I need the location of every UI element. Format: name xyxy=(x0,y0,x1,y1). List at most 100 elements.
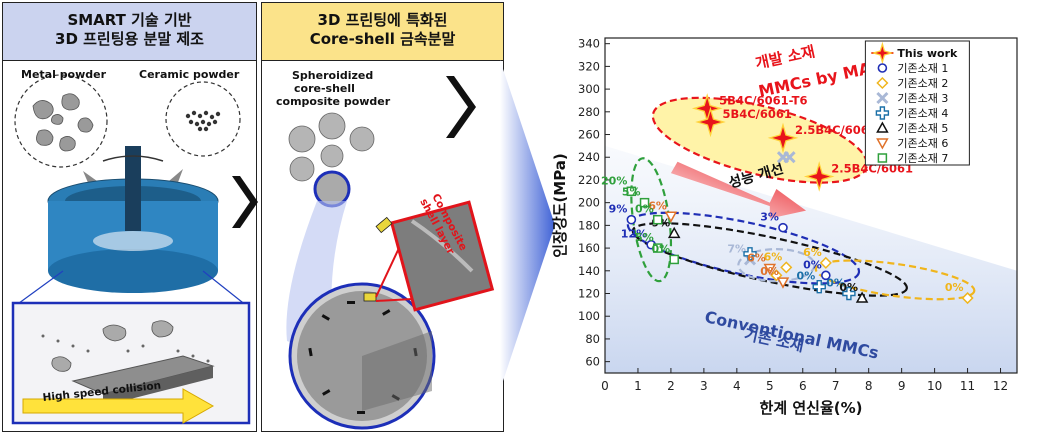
y-tick-label: 340 xyxy=(578,37,600,51)
x-tick-label: 4 xyxy=(733,379,741,393)
series-7-point-label: 0% xyxy=(635,203,654,216)
x-tick-label: 6 xyxy=(799,379,807,393)
panel-title-line-2: Core-shell 금속분말 xyxy=(309,30,456,48)
y-tick-label: 320 xyxy=(578,59,600,73)
y-tick-label: 240 xyxy=(578,150,600,164)
powder-label-line-2: core-shell xyxy=(294,82,355,95)
series-1-region xyxy=(626,211,861,285)
legend-marker xyxy=(875,106,890,120)
panel-title-line-1: SMART 기술 기반 xyxy=(67,11,192,29)
series-3-point-label: 7% xyxy=(727,242,746,255)
series-7-point xyxy=(652,243,663,253)
ceramic-particles xyxy=(185,110,221,132)
y-tick-label: 80 xyxy=(585,332,600,346)
this-work-point xyxy=(767,122,799,154)
this-work-point xyxy=(803,161,835,192)
process-illustration: Metal powder Ceramic powder xyxy=(11,68,251,425)
y-tick-label: 180 xyxy=(578,218,600,232)
legend-item-label: 기존소재 7 xyxy=(897,152,948,165)
process-flow-arrow xyxy=(500,60,555,390)
ceramic-powder-label: Ceramic powder xyxy=(139,68,240,81)
powder-spheres xyxy=(288,112,375,182)
series-4-point-label: 0% xyxy=(797,270,816,283)
improvement-arrow xyxy=(670,161,807,219)
series-4-point-label: 0% xyxy=(826,277,845,290)
legend-item-label: 기존소재 1 xyxy=(897,62,948,75)
selected-powder-sphere xyxy=(313,170,351,208)
panel-title: 3D 프린팅에 특화된 Core-shell 금속분말 xyxy=(262,3,503,61)
x-tick-label: 9 xyxy=(898,379,906,393)
series-2-point xyxy=(819,256,832,269)
series-7-point-label: 5% xyxy=(635,231,654,244)
series-5-point xyxy=(855,291,869,303)
series-1-point xyxy=(626,214,637,225)
series-1-point xyxy=(778,222,788,233)
legend-item-label: 기존소재 4 xyxy=(897,107,948,120)
legend-marker xyxy=(876,76,889,90)
plot-frame xyxy=(604,37,1018,374)
series-2-point-label: 0% xyxy=(945,281,964,294)
series-1-point-label: 0% xyxy=(803,258,822,271)
legend-star-marker xyxy=(871,41,894,65)
panel-title-line-1: 3D 프린팅에 특화된 xyxy=(317,11,448,29)
powder-illustration: Spheroidized core-shell composite powder… xyxy=(276,69,495,430)
series-2-point-label: 6% xyxy=(764,250,783,263)
series-7-point-label: 20% xyxy=(601,174,627,187)
series-5-point xyxy=(667,226,681,239)
series-2-point xyxy=(770,269,783,282)
x-tick-label: 12 xyxy=(993,379,1008,393)
legend-marker xyxy=(877,63,888,73)
series-1-point-label: 12% xyxy=(621,228,647,241)
y-tick-label: 280 xyxy=(578,105,600,119)
panel-title: SMART 기술 기반 3D 프린팅용 분말 제조 xyxy=(3,3,256,61)
metal-powder-label: Metal powder xyxy=(21,68,107,81)
series-7-point-label: 5% xyxy=(622,186,641,199)
series-1-point xyxy=(821,270,831,281)
strength-elongation-chart: 0 1 2 3 4 5 6 7 8 9 10 11 12 60 80 100 120 140 160 180 200 22… xyxy=(545,28,1040,433)
series-6-point-label: 6% xyxy=(747,252,766,265)
series-2-point xyxy=(780,261,793,274)
series-7-point xyxy=(626,186,637,197)
x-tick-label: 10 xyxy=(927,379,942,393)
machine-shaft xyxy=(125,146,141,231)
chevron-right-icon xyxy=(446,76,476,138)
x-tick-label: 7 xyxy=(832,379,840,393)
series-5-point-label: 0% xyxy=(839,281,858,294)
collision-arrow xyxy=(22,388,215,424)
y-tick-label: 120 xyxy=(578,287,600,301)
series-4-point xyxy=(743,247,757,261)
legend-marker xyxy=(877,153,888,163)
this-work-point-label: 5B4C/6061-T6 xyxy=(719,93,807,107)
series-6-point-label: 0% xyxy=(760,265,779,278)
y-tick-label: 300 xyxy=(578,82,600,96)
series-7-point-label: 0% xyxy=(652,242,671,255)
powder-manufacturing-panel: SMART 기술 기반 3D 프린팅용 분말 제조 Metal powder C… xyxy=(2,2,257,432)
chart-svg: 0 1 2 3 4 5 6 7 8 9 10 11 12608010012014016018020022… xyxy=(551,37,1018,417)
series-6-point xyxy=(664,211,678,223)
x-tick-label: 5 xyxy=(766,379,774,393)
series-4-point xyxy=(842,286,856,301)
legend-item-label: 기존소재 6 xyxy=(897,137,948,150)
legend-item-label: 기존소재 3 xyxy=(897,92,948,105)
legend-item-label: 기존소재 5 xyxy=(897,122,948,135)
powder-label-line-3: composite powder xyxy=(276,95,391,108)
series-3-point xyxy=(783,151,796,164)
y-tick-label: 260 xyxy=(578,128,600,142)
x-tick-label: 3 xyxy=(700,379,708,393)
y-tick-label: 140 xyxy=(578,264,600,278)
machine-base xyxy=(48,249,218,293)
this-work-point xyxy=(695,106,726,138)
y-tick-label: 220 xyxy=(578,173,600,187)
series-6-point-label: 6% xyxy=(648,199,667,212)
series-2-region xyxy=(814,259,976,301)
panel-title-line-2: 3D 프린팅용 분말 제조 xyxy=(55,30,204,48)
core-shell-powder-panel: 3D 프린팅에 특화된 Core-shell 금속분말 Spheroidized… xyxy=(261,2,504,432)
x-tick-label: 1 xyxy=(634,379,642,393)
y-axis-label: 인장강도(MPa) xyxy=(551,153,569,258)
x-tick-label: 0 xyxy=(601,379,609,393)
y-tick-label: 60 xyxy=(585,355,600,369)
series-7-point xyxy=(669,254,679,265)
x-tick-label: 2 xyxy=(667,379,675,393)
y-tick-label: 200 xyxy=(578,196,600,210)
x-tick-label: 8 xyxy=(865,379,873,393)
